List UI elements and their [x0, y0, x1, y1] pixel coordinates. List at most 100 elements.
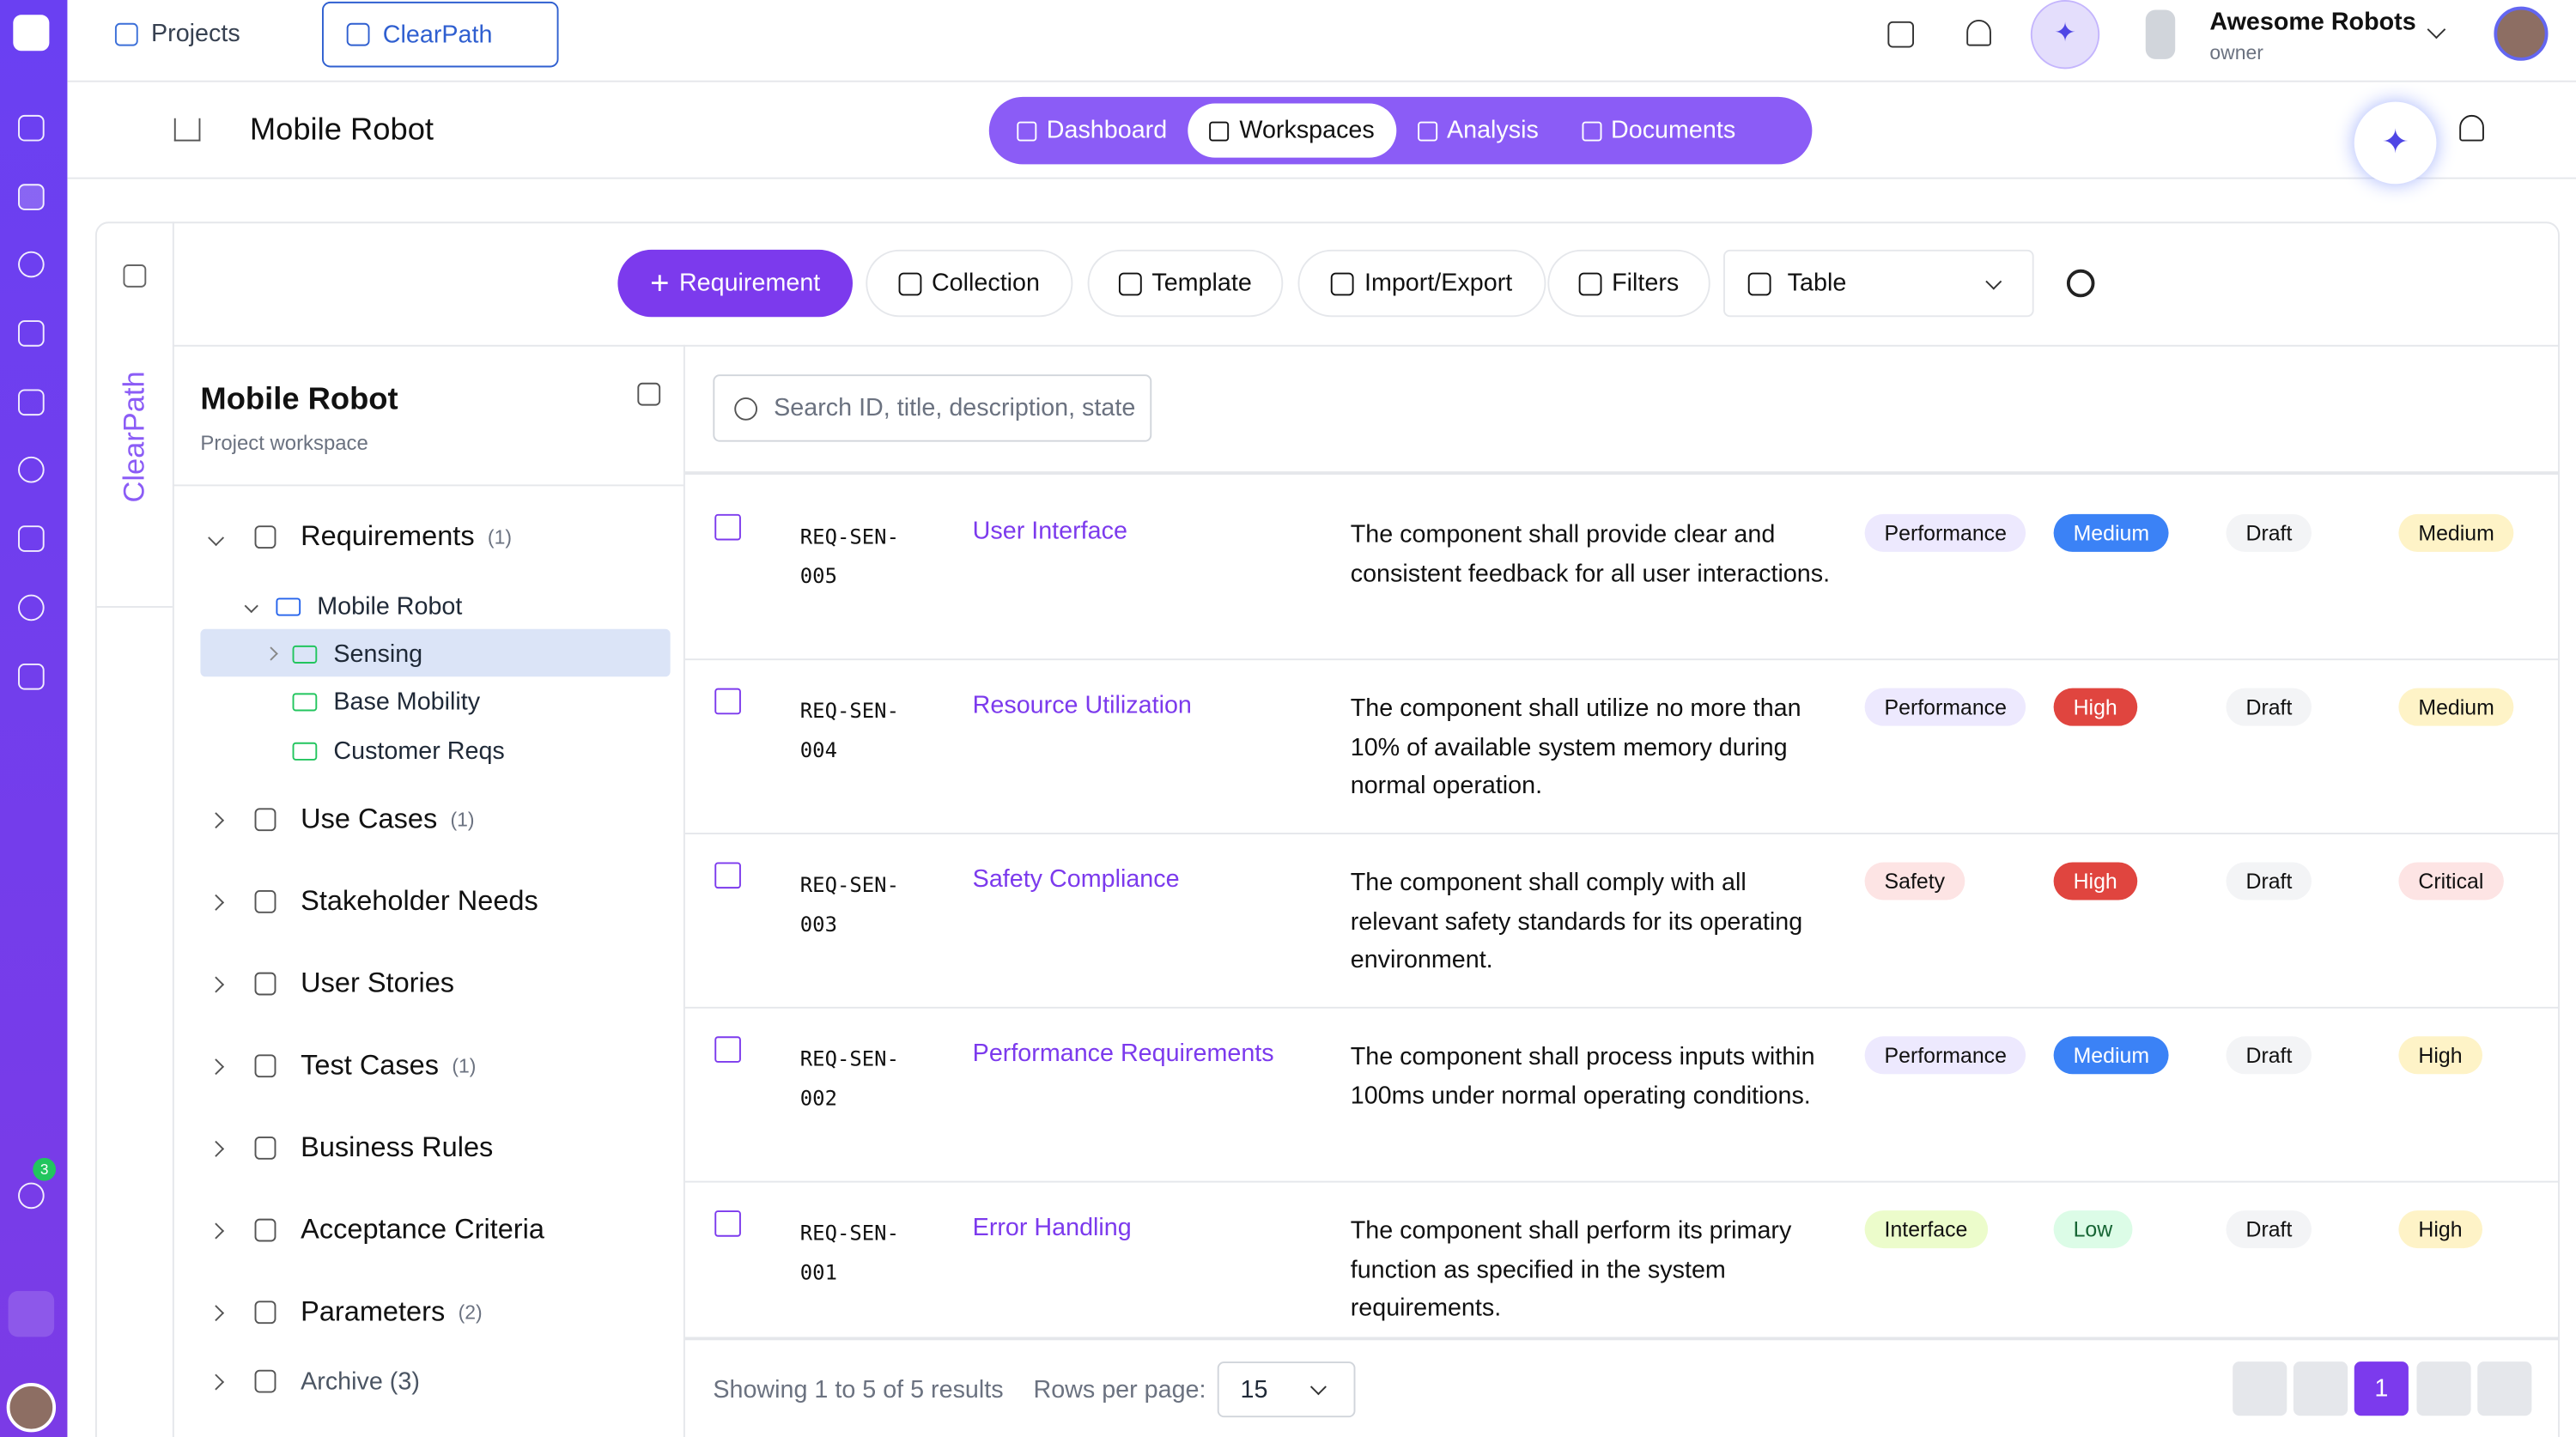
ai-button[interactable]: ✦ — [2030, 0, 2100, 70]
tree-folder[interactable]: Base Mobility — [266, 684, 480, 720]
row-checkbox[interactable] — [714, 1036, 741, 1063]
tree-item[interactable]: Business Rules — [208, 1130, 493, 1166]
search-box[interactable]: Search ID, title, description, state — [713, 374, 1152, 442]
folder-icon — [292, 741, 318, 760]
home-icon[interactable] — [173, 118, 201, 142]
chevron — [264, 646, 278, 661]
ai-fab[interactable]: ✦ — [2354, 101, 2437, 185]
category-badge: Performance — [1864, 513, 2026, 552]
nav-pill: Dashboard Workspaces Analysis Documents — [988, 96, 1813, 165]
req-description: The component shall provide clear and co… — [1350, 520, 1831, 588]
collapse-icon[interactable] — [637, 382, 661, 406]
tree-label: Test Cases — [301, 1049, 440, 1081]
page-first[interactable] — [2233, 1361, 2287, 1416]
side-label: ClearPath — [117, 371, 151, 503]
view-label: Table — [1787, 269, 1847, 298]
tree-label: Sensing — [333, 640, 423, 668]
view-select[interactable]: Table — [1723, 249, 2034, 318]
status-badge: Draft — [2226, 1036, 2312, 1075]
tree-item[interactable]: Parameters (2) — [208, 1295, 483, 1331]
tree-count: (1) — [452, 1054, 477, 1078]
rows-value: 15 — [1240, 1376, 1268, 1404]
button-label: Template — [1151, 269, 1252, 298]
req-title[interactable]: Error Handling — [972, 1213, 1132, 1242]
table-icon — [1747, 271, 1771, 295]
item-icon — [254, 972, 276, 996]
toolbar-button[interactable]: Import/Export — [1297, 249, 1546, 318]
req-title[interactable]: Safety Compliance — [972, 865, 1180, 894]
layout-icon[interactable] — [1887, 21, 1914, 48]
button-label: Filters — [1612, 269, 1680, 298]
button-label: Import/Export — [1364, 269, 1513, 298]
toolbar-button[interactable]: Filters — [1547, 249, 1710, 318]
chevron — [208, 1139, 225, 1156]
theme-button[interactable] — [8, 1290, 55, 1337]
tree-item[interactable]: Acceptance Criteria — [208, 1212, 544, 1248]
user-avatar[interactable] — [2494, 6, 2549, 61]
page-last[interactable] — [2477, 1361, 2532, 1416]
severity-badge: High — [2398, 1036, 2482, 1075]
chevron — [1985, 273, 2002, 290]
rail-avatar[interactable] — [6, 1382, 57, 1433]
nav-item[interactable]: Workspaces — [1188, 103, 1396, 158]
nav-item[interactable]: Documents — [1560, 104, 1757, 158]
row-divider — [684, 833, 2560, 834]
button-icon — [1578, 271, 1602, 295]
logo — [13, 15, 50, 52]
tree-item[interactable]: Stakeholder Needs — [208, 883, 538, 919]
top-bar — [67, 0, 2576, 82]
folder-icon — [276, 597, 301, 615]
tree-folder[interactable]: Mobile Robot — [244, 588, 462, 624]
chevron — [208, 811, 225, 828]
row-checkbox[interactable] — [714, 688, 741, 715]
clearpath-tab[interactable]: ClearPath — [322, 1, 559, 68]
button-label: Requirement — [678, 269, 821, 298]
tree-item[interactable]: Use Cases (1) — [208, 802, 475, 838]
req-title[interactable]: Performance Requirements — [972, 1040, 1274, 1068]
page-prev[interactable] — [2293, 1361, 2348, 1416]
category-badge: Safety — [1864, 862, 1965, 900]
button-icon — [898, 271, 922, 295]
row-checkbox[interactable] — [714, 862, 741, 889]
tree-label: Use Cases — [301, 803, 438, 834]
chevron — [208, 529, 225, 546]
req-description: The component shall process inputs withi… — [1350, 1042, 1815, 1110]
nav-item[interactable]: Analysis — [1396, 104, 1560, 158]
req-id: REQ-SEN-004 — [799, 698, 899, 762]
status-badge: Draft — [2226, 688, 2312, 726]
priority-badge: Medium — [2053, 1036, 2170, 1075]
row-divider — [684, 1006, 2560, 1009]
toolbar-button[interactable]: Collection — [866, 249, 1073, 318]
tree-item[interactable]: Archive (3) — [208, 1363, 420, 1399]
req-title[interactable]: User Interface — [972, 517, 1127, 546]
projects-tab[interactable]: Projects — [114, 20, 240, 47]
nav-item[interactable]: Dashboard — [995, 104, 1188, 158]
tree-item[interactable]: User Stories — [208, 966, 454, 1002]
tree-folder[interactable]: Sensing — [264, 635, 423, 671]
settings-icon[interactable] — [2066, 269, 2095, 298]
row-checkbox[interactable] — [714, 513, 741, 541]
tree-label: Archive (3) — [301, 1367, 420, 1396]
bell-icon[interactable] — [1966, 19, 1991, 46]
toolbar-button[interactable]: + Requirement — [617, 249, 854, 318]
tree-count: (2) — [458, 1301, 483, 1325]
header-bar — [67, 177, 2576, 179]
tree-item[interactable]: Requirements (1) — [208, 519, 512, 555]
nav-icon — [1581, 120, 1601, 141]
expand-icon[interactable] — [123, 264, 147, 288]
tree-item[interactable]: Test Cases (1) — [208, 1048, 477, 1084]
item-icon — [254, 890, 276, 913]
priority-badge: Low — [2053, 1210, 2133, 1249]
item-icon — [254, 525, 276, 549]
page-current[interactable]: 1 — [2354, 1361, 2409, 1416]
sidebar-title: Mobile Robot — [200, 382, 398, 417]
page-next[interactable] — [2416, 1361, 2471, 1416]
tree-folder[interactable]: Customer Reqs — [266, 732, 505, 768]
req-title[interactable]: Resource Utilization — [972, 691, 1192, 720]
toolbar-button[interactable]: Template — [1087, 249, 1284, 318]
rows-select[interactable]: 15 — [1217, 1361, 1356, 1418]
header-bell[interactable] — [2459, 114, 2484, 142]
row-checkbox[interactable] — [714, 1210, 741, 1237]
selected-row — [200, 628, 671, 677]
